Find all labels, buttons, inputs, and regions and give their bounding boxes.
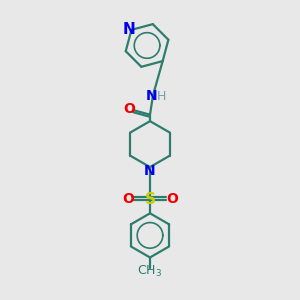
Text: N: N (123, 22, 136, 38)
Text: H: H (157, 91, 166, 103)
Text: O: O (124, 102, 135, 116)
Text: CH$_3$: CH$_3$ (137, 264, 163, 279)
Text: O: O (122, 192, 134, 206)
Text: O: O (166, 192, 178, 206)
Text: N: N (144, 164, 156, 178)
Text: N: N (146, 88, 157, 103)
Text: S: S (145, 192, 155, 207)
